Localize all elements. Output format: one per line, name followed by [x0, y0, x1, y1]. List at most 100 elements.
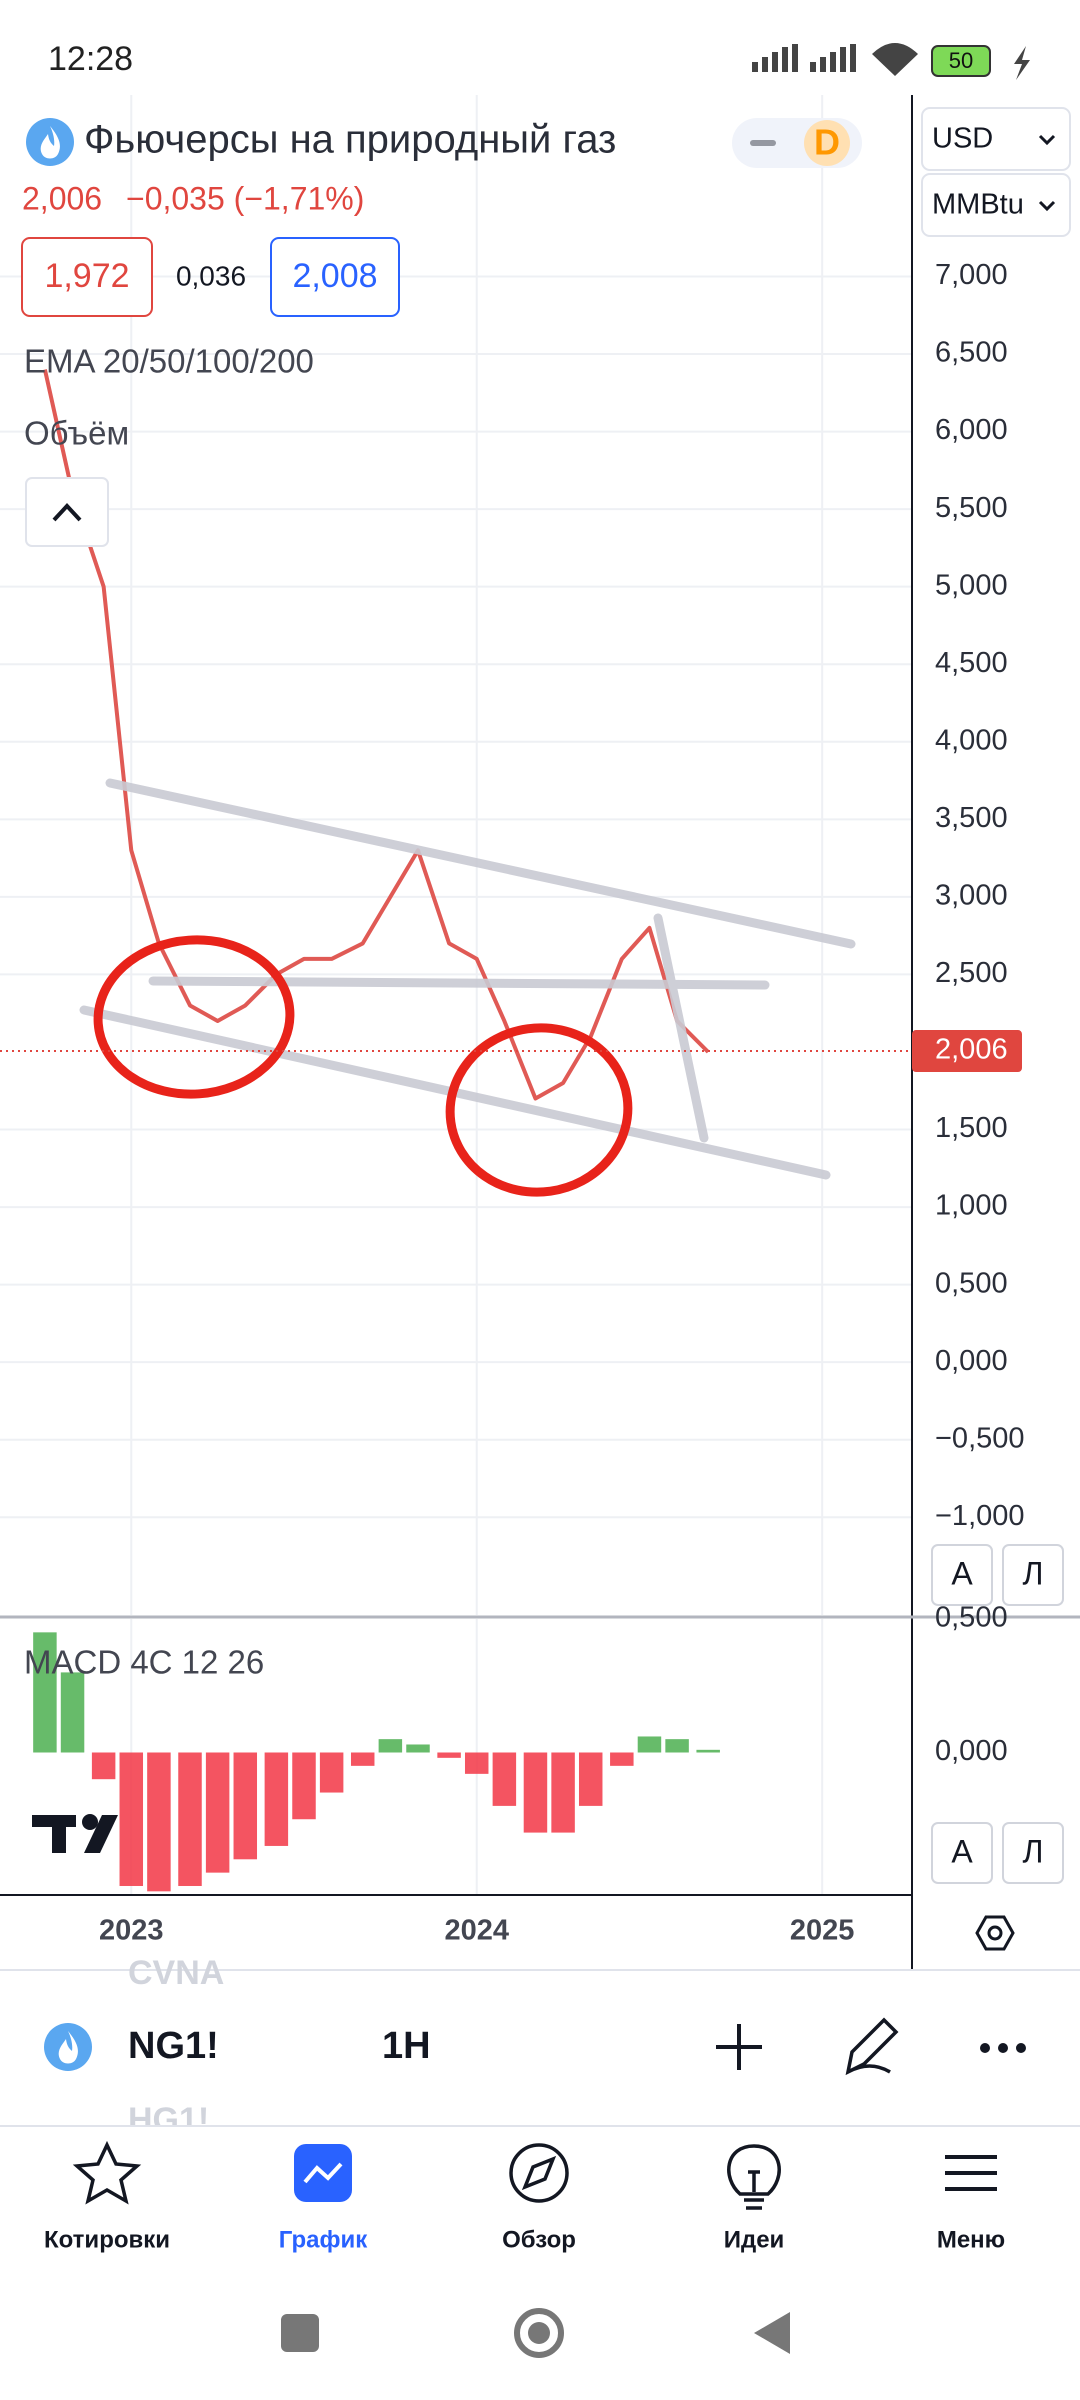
more-button[interactable] — [980, 2043, 1026, 2053]
y-tick-label: 0,500 — [935, 1602, 1008, 1634]
y-tick-label: 5,000 — [935, 569, 1008, 601]
last-price-label: 2,006 — [935, 1034, 1008, 1066]
nav-icon-quotes[interactable] — [72, 2140, 142, 2205]
symbol-title: Фьючерсы на природный газ — [84, 118, 616, 162]
x-tick-label: 2025 — [790, 1915, 855, 1947]
interval[interactable]: 1H — [382, 2025, 431, 2067]
y-tick-label: 0,000 — [935, 1735, 1008, 1767]
indicator-ema: EMA 20/50/100/200 — [24, 343, 314, 380]
nav-label[interactable]: Меню — [937, 2226, 1005, 2253]
macd-bar — [578, 1752, 603, 1806]
y-tick-label: −1,000 — [935, 1500, 1025, 1532]
x-tick-label: 2023 — [99, 1915, 164, 1947]
y-tick-label: −0,500 — [935, 1422, 1025, 1454]
sell-button[interactable] — [21, 237, 153, 317]
macd-bar — [91, 1752, 116, 1780]
signal-icons — [752, 43, 918, 76]
sys-recents[interactable] — [281, 2314, 319, 2352]
macd-bar — [60, 1672, 85, 1753]
macd-bar — [178, 1752, 202, 1886]
unit: MMBtu — [932, 189, 1024, 221]
status-time: 12:28 — [48, 40, 133, 78]
compass-needle — [521, 2155, 557, 2191]
currency: USD — [932, 123, 993, 155]
macd-bar — [610, 1752, 634, 1766]
macd-bar — [264, 1752, 289, 1846]
unit-select[interactable] — [921, 173, 1071, 237]
last-price: 2,006 — [22, 180, 102, 216]
add-button[interactable] — [716, 2024, 762, 2070]
draw-button[interactable] — [845, 2017, 899, 2076]
bottom-area — [0, 2126, 1080, 2400]
flame-icon — [58, 2031, 78, 2064]
y-tick-label: 6,500 — [935, 337, 1008, 369]
macd-bar — [350, 1752, 375, 1766]
macd-bar — [119, 1752, 144, 1886]
y-tick-label: 7,000 — [935, 259, 1008, 291]
y-tick-label: 6,000 — [935, 414, 1008, 446]
nav-icon-ideas[interactable] — [727, 2144, 781, 2210]
y-tick-label: 3,000 — [935, 880, 1008, 912]
collapse-button[interactable] — [25, 477, 109, 547]
scale-button[interactable] — [931, 1544, 993, 1606]
macd-bar — [464, 1752, 489, 1774]
y-tick-label: 0,000 — [935, 1345, 1008, 1377]
scale-button[interactable] — [931, 1822, 993, 1884]
macd-title: MACD 4C 12 26 — [24, 1644, 264, 1681]
y-tick-label: 1,500 — [935, 1112, 1008, 1144]
macd-bar — [147, 1752, 171, 1892]
watchlist-hint: CVNA — [128, 1954, 224, 1992]
tv-logo — [32, 1814, 118, 1853]
nav-label[interactable]: Идеи — [724, 2226, 785, 2253]
nav-label[interactable]: Котировки — [44, 2226, 170, 2253]
scale-button-label: Л — [1023, 1833, 1044, 1869]
scale-button[interactable] — [1002, 1822, 1064, 1884]
macd-bar — [637, 1736, 662, 1753]
price-pane — [0, 95, 912, 1615]
trend-lines — [79, 778, 856, 1180]
charging-icon — [1014, 46, 1030, 80]
settings-button[interactable] — [975, 1915, 1015, 1951]
macd-bar — [406, 1744, 430, 1753]
macd-bar — [205, 1752, 230, 1873]
battery-level: 50 — [949, 48, 973, 73]
y-tick-label: 4,500 — [935, 647, 1008, 679]
x-tick-label: 2024 — [444, 1915, 509, 1947]
nav-icon-menu[interactable] — [945, 2155, 997, 2191]
interval-letter: D — [814, 122, 840, 163]
highlight-circles — [93, 935, 633, 1197]
y-tick-label: 3,500 — [935, 802, 1008, 834]
macd-bar — [33, 1632, 57, 1753]
nav-icon-overview[interactable] — [509, 2143, 569, 2203]
scale-button[interactable] — [1002, 1544, 1064, 1606]
indicator-volume: Объём — [24, 415, 129, 452]
y-tick-label: 1,000 — [935, 1190, 1008, 1222]
macd-bar — [437, 1752, 461, 1758]
y-tick-label: 2,500 — [935, 957, 1008, 989]
nav-label[interactable]: Обзор — [502, 2226, 576, 2253]
chevron-up — [52, 503, 82, 522]
sys-home[interactable] — [514, 2308, 564, 2358]
currency-select[interactable] — [921, 107, 1071, 171]
nav-label[interactable]: График — [279, 2226, 368, 2253]
macd-bar — [378, 1739, 403, 1753]
macd-bar — [665, 1739, 689, 1753]
buy-button[interactable] — [270, 237, 400, 317]
chart-glyph — [303, 2162, 343, 2184]
macd-bar — [551, 1752, 575, 1833]
interval-badge — [804, 120, 850, 166]
scale-button-label: Л — [1023, 1555, 1044, 1591]
macd-bar — [292, 1752, 316, 1820]
minus-icon — [750, 140, 776, 146]
macd-bar — [233, 1752, 258, 1860]
macd-bar — [523, 1752, 548, 1833]
chevron — [1038, 200, 1056, 212]
sys-back[interactable] — [754, 2312, 790, 2354]
bid: 1,972 — [44, 257, 129, 295]
y-tick-label: 4,000 — [935, 724, 1008, 756]
symbol[interactable]: NG1! — [128, 2025, 219, 2067]
macd-bar — [492, 1752, 517, 1806]
